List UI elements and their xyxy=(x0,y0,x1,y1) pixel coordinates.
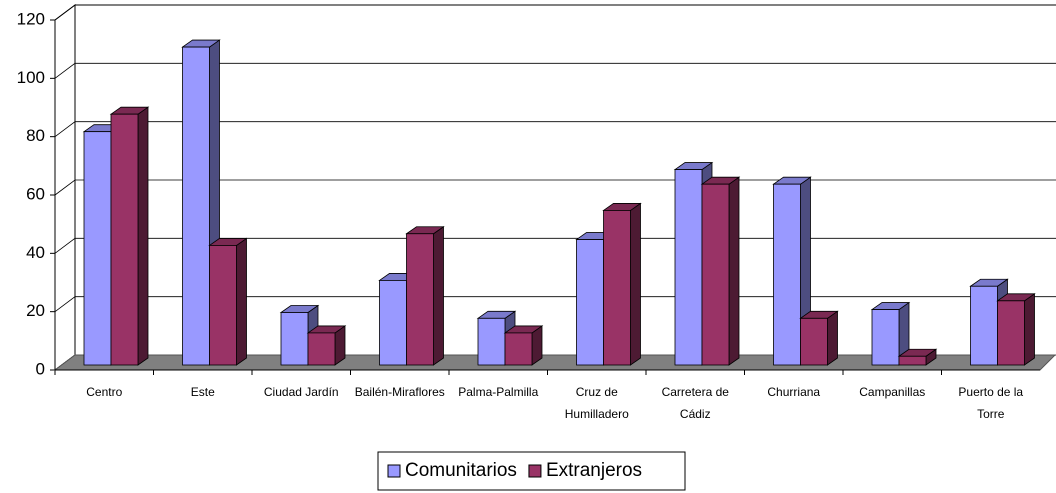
grid-line xyxy=(54,62,1056,79)
bar xyxy=(504,332,533,366)
bar xyxy=(379,280,407,366)
y-tick-label: 20 xyxy=(26,301,45,320)
x-tick-label: Palma-Palmilla xyxy=(458,385,539,399)
bar xyxy=(406,233,434,366)
y-tick-label: 60 xyxy=(26,184,45,203)
y-tick-label: 0 xyxy=(36,359,45,378)
x-tick-label: Carretera de Cádiz xyxy=(661,385,729,421)
bar xyxy=(871,309,900,366)
bar xyxy=(209,245,237,366)
x-tick-label: Churriana xyxy=(767,385,821,399)
bar-side xyxy=(137,106,149,366)
grid-line xyxy=(54,4,1056,21)
x-tick-label: Puerto de la Torre xyxy=(958,385,1024,421)
x-tick-label: Este xyxy=(190,385,215,399)
bar-side xyxy=(236,237,247,366)
bar xyxy=(970,285,998,366)
bar xyxy=(603,210,631,366)
y-tick-label: 120 xyxy=(17,9,45,28)
bar xyxy=(800,317,828,366)
x-tick-label: Campanillas xyxy=(859,385,926,399)
bar xyxy=(83,131,112,366)
bar xyxy=(773,183,801,366)
x-tick-label: Cruz de Humilladero xyxy=(564,385,629,421)
bar xyxy=(997,300,1025,366)
legend-label: Comunitarios xyxy=(405,460,517,481)
legend-label: Extranjeros xyxy=(546,460,642,481)
bar xyxy=(110,113,139,366)
y-tick-label: 80 xyxy=(26,126,45,145)
x-tick-label: Ciudad Jardín xyxy=(263,385,339,399)
y-tick-label: 100 xyxy=(17,68,45,87)
bar-side xyxy=(433,225,444,366)
legend-swatch xyxy=(528,464,542,478)
bar xyxy=(307,332,336,366)
bar xyxy=(576,239,604,366)
y-tick-label: 40 xyxy=(26,243,45,262)
bar xyxy=(280,312,309,366)
legend-swatch xyxy=(387,464,401,478)
bar-side xyxy=(728,176,740,366)
bar-side xyxy=(1024,293,1035,366)
grid-line xyxy=(54,121,1056,137)
bar xyxy=(182,46,210,366)
bar-side xyxy=(630,202,641,366)
bar-side xyxy=(827,310,838,366)
x-tick-label: Bailén-Miraflores xyxy=(354,385,445,399)
bar xyxy=(477,317,506,366)
bar xyxy=(674,169,703,366)
x-tick-label: Centro xyxy=(86,385,123,399)
bar xyxy=(701,183,730,366)
bar xyxy=(898,355,927,366)
